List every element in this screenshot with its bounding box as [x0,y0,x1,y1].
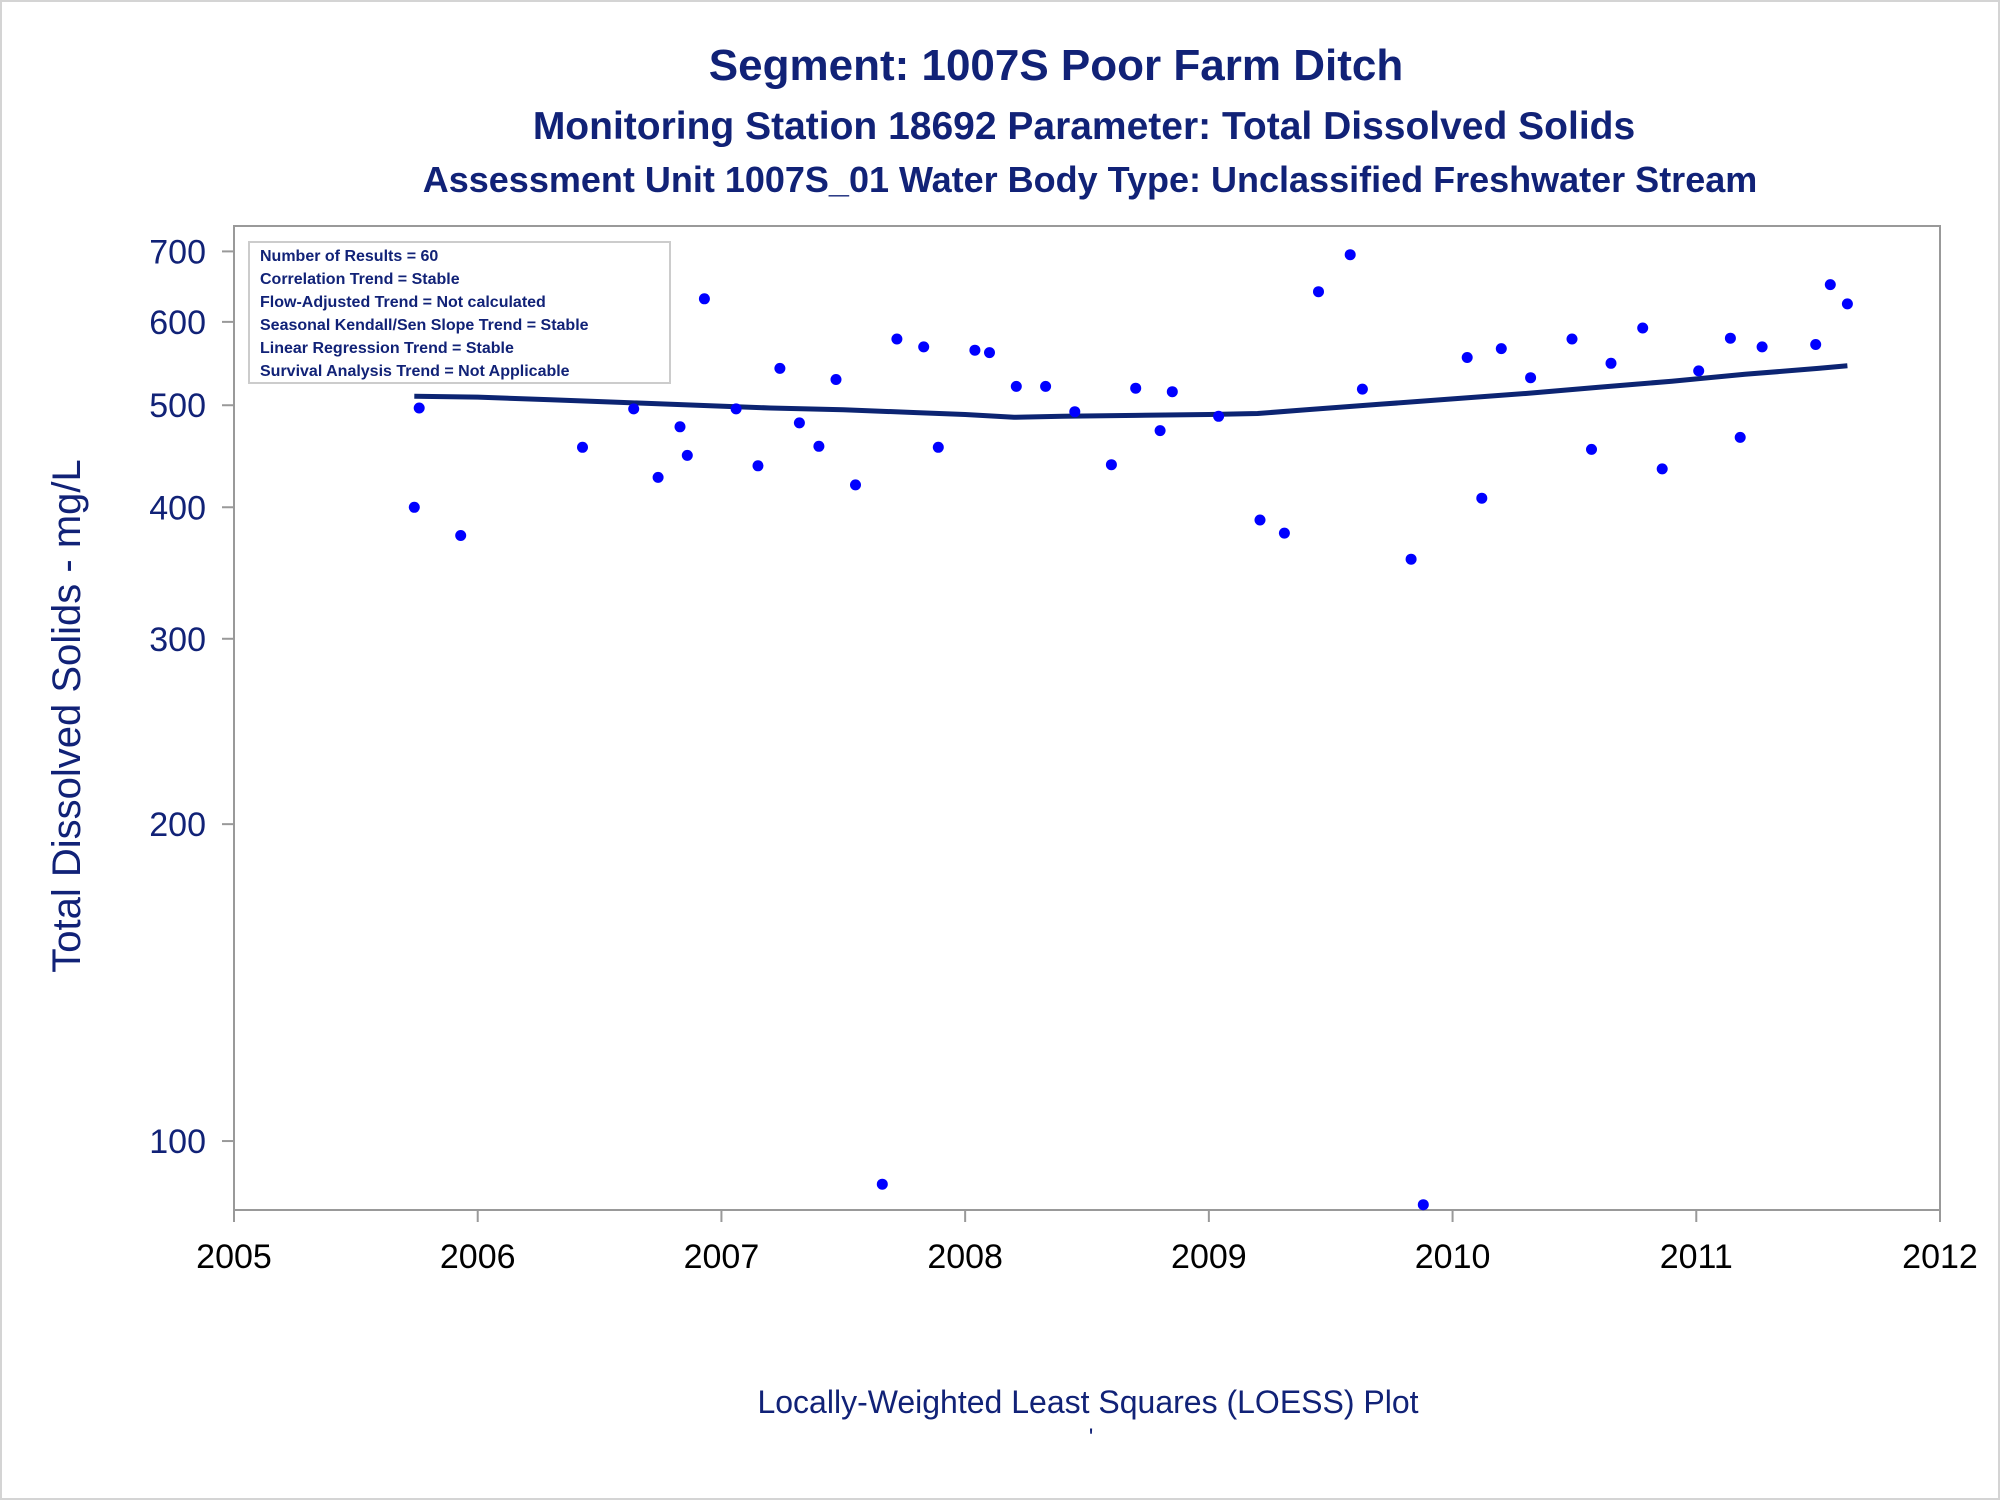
x-tick-label: 2008 [927,1238,1003,1276]
x-tick-label: 2006 [440,1238,516,1276]
x-tick-label: 2007 [684,1238,760,1276]
stats-line-linear-regression: Linear Regression Trend = Stable [260,340,514,357]
y-tick-label: 200 [149,806,206,844]
data-point [1010,380,1022,392]
data-point [1356,383,1368,395]
x-tick-label: 2012 [1902,1238,1978,1276]
data-point [1656,463,1668,475]
data-point [1841,298,1853,310]
data-point [1605,357,1617,369]
x-tick-label: 2010 [1415,1238,1491,1276]
data-point [1495,343,1507,355]
data-point [932,441,944,453]
data-point [1734,431,1746,443]
x-axis: 2005 2006 2007 2008 2009 2010 2011 2012 [196,1210,1978,1276]
data-point [1344,249,1356,261]
data-point [1154,425,1166,437]
data-point [674,421,686,433]
data-point [1476,492,1488,504]
data-point [1417,1199,1429,1211]
data-point [577,441,588,453]
data-point [1810,339,1822,350]
stats-line-survival: Survival Analysis Trend = Not Applicable [260,363,570,380]
data-point [1756,341,1768,353]
data-point [1525,372,1537,384]
data-point [793,417,805,429]
stats-line-results: Number of Results = 60 [260,248,438,265]
stats-box-border [248,241,671,384]
y-tick-label: 500 [149,387,206,425]
y-tick-label: 600 [149,304,206,342]
data-point [1213,410,1225,422]
data-point [1040,380,1052,392]
data-point [730,403,742,415]
data-point [876,1178,888,1190]
footnote-mark: ' [1089,1424,1094,1451]
data-point [830,374,842,385]
data-point [813,440,825,452]
y-tick-label: 700 [149,233,206,271]
data-point [1824,279,1836,291]
data-point [774,362,786,374]
data-point [1461,352,1473,363]
data-point [1105,459,1117,471]
x-tick-label: 2011 [1660,1238,1733,1276]
data-point [652,471,664,483]
data-point [1254,514,1266,526]
data-point [1278,527,1290,539]
data-point [1405,553,1417,565]
data-point [1693,365,1705,377]
data-point [969,344,981,356]
x-tick-label: 2009 [1171,1238,1247,1276]
chart-title: Segment: 1007S Poor Farm Ditch [709,41,1403,90]
data-point [1069,406,1081,418]
data-point [1166,386,1178,398]
data-point [1586,443,1597,455]
data-point [628,403,640,415]
y-tick-label: 100 [149,1123,206,1161]
loess-line [414,363,1848,420]
data-point [1313,286,1324,298]
y-axis: 100 200 300 400 500 600 700 [149,233,234,1161]
y-tick-label: 400 [149,489,206,527]
stats-line-flow-adjusted: Flow-Adjusted Trend = Not calculated [260,294,546,311]
data-point [1566,333,1578,345]
stats-box: Number of Results = 60 Correlation Trend… [248,241,671,384]
data-point [752,460,764,472]
y-axis-label: Total Dissolved Solids - mg/L [45,459,89,973]
chart-subtitle: Monitoring Station 18692 Parameter: Tota… [533,105,1635,148]
data-point [850,479,861,491]
plot-area [233,225,1941,1211]
data-point [413,402,425,414]
data-point [1130,382,1142,394]
loess-series [414,363,1848,420]
data-point [698,293,710,305]
stats-line-seasonal-kendall: Seasonal Kendall/Sen Slope Trend = Stabl… [260,317,589,334]
y-tick-label: 300 [149,621,206,659]
footnote: Locally-Weighted Least Squares (LOESS) P… [757,1384,1418,1420]
data-point [1637,322,1649,334]
data-point [408,501,420,513]
data-point [984,347,995,359]
chart-subtitle-2: Assessment Unit 1007S_01 Water Body Type… [423,159,1758,200]
scatter-series [408,249,1853,1211]
data-point [681,449,693,461]
stats-line-correlation: Correlation Trend = Stable [260,271,460,288]
x-tick-label: 2005 [196,1238,272,1276]
data-point [1724,332,1736,344]
data-point [918,341,930,353]
data-point [455,530,467,541]
data-point [891,333,903,345]
